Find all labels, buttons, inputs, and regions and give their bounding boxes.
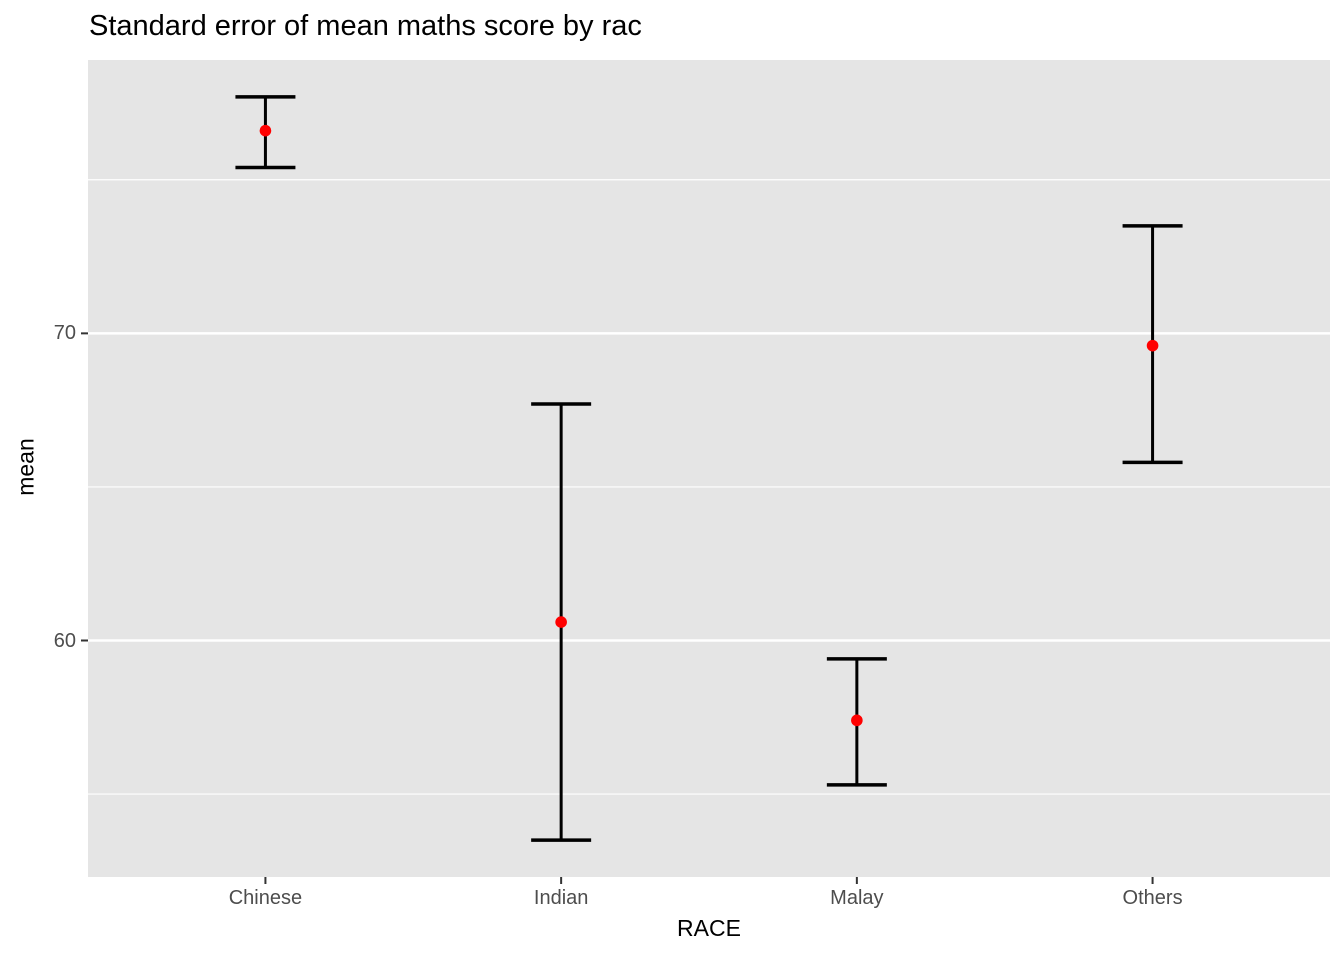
data-point-chinese xyxy=(259,124,272,137)
y-tick-label: 60 xyxy=(53,629,76,652)
plot-panel xyxy=(88,60,1330,877)
y-tick-label: 70 xyxy=(53,322,76,345)
x-tick-label-malay: Malay xyxy=(830,887,884,909)
x-tick-label-chinese: Chinese xyxy=(228,887,303,909)
data-point-indian xyxy=(555,616,567,628)
x-tick-label-indian: Indian xyxy=(533,887,589,909)
x-tick-label-others: Others xyxy=(1122,887,1183,909)
y-axis-title: mean xyxy=(12,438,39,496)
chart-title: Standard error of mean maths score by ra… xyxy=(89,10,642,42)
data-point-others xyxy=(1146,339,1159,352)
data-point-malay xyxy=(851,714,863,727)
x-axis-title: RACE xyxy=(677,915,741,941)
